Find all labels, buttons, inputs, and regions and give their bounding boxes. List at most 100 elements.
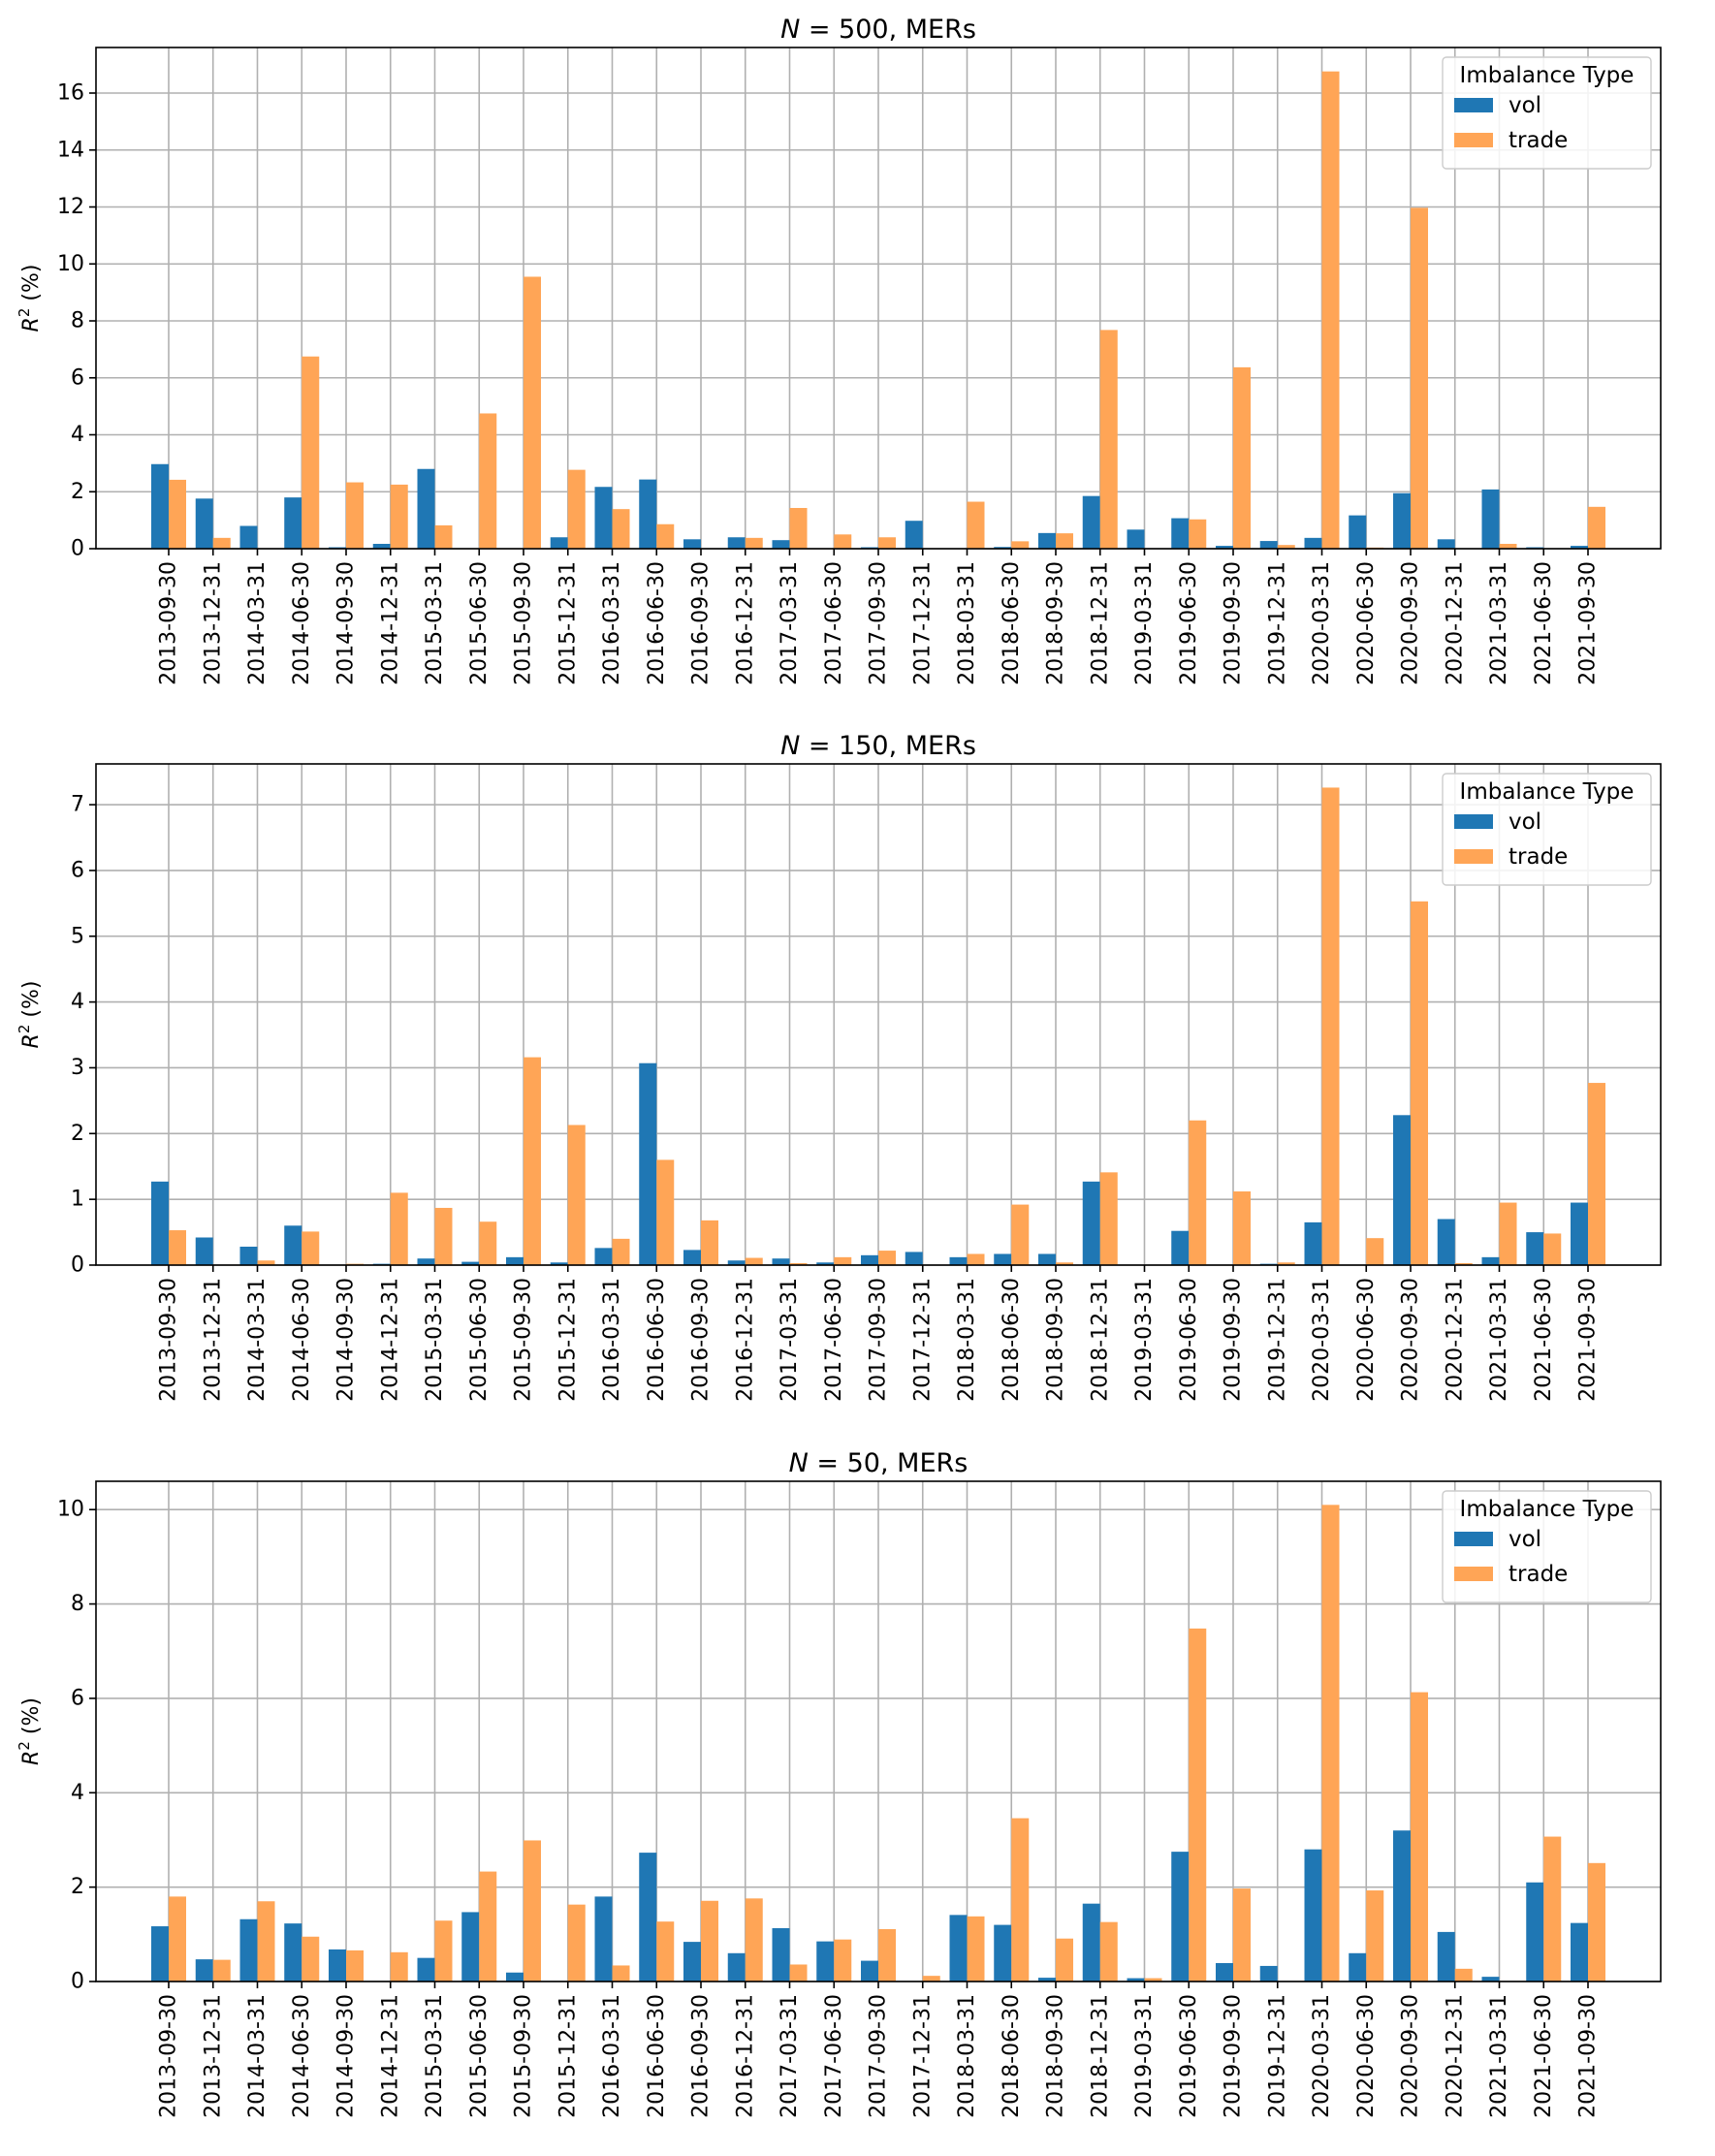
- bar-vol: [905, 1252, 923, 1265]
- bar-trade: [967, 501, 985, 549]
- legend-title: Imbalance Type: [1460, 63, 1635, 88]
- chart-title-text: = 500, MERs: [800, 15, 976, 45]
- bar-trade: [479, 1221, 497, 1265]
- x-tick-label: 2014-03-31: [245, 561, 270, 685]
- bar-trade: [1189, 1120, 1207, 1265]
- x-tick-label: 2019-09-30: [1222, 1994, 1246, 2118]
- bar-vol: [683, 539, 701, 549]
- legend: Imbalance Type vol trade: [1442, 1490, 1652, 1603]
- bar-vol: [329, 1949, 346, 1982]
- y-tick-label: 12: [57, 195, 84, 219]
- bar-trade: [1411, 901, 1428, 1265]
- x-tick-label: 2018-03-31: [955, 1278, 979, 1402]
- panel-3: 2013-09-30 2013-12-31 2014-03-31 2014-06-30…: [16, 1448, 1662, 2118]
- bar-trade: [612, 1238, 630, 1265]
- x-tick-label: 2020-09-30: [1399, 1994, 1423, 2118]
- bar-trade: [701, 1220, 718, 1265]
- y-axis-label-sup: 2: [16, 308, 33, 318]
- x-tick-label: 2014-06-30: [290, 1994, 314, 2118]
- bar-trade: [302, 1936, 320, 1982]
- bar-vol: [994, 1924, 1012, 1982]
- bar-trade: [612, 509, 630, 549]
- x-tick-label: 2015-12-31: [556, 561, 580, 685]
- x-tick-label: 2019-03-31: [1132, 1994, 1157, 2118]
- x-tick-label: 2018-09-30: [1044, 561, 1068, 685]
- bar-trade: [745, 1257, 763, 1265]
- y-axis-label-sup: 2: [16, 1025, 33, 1034]
- bar-trade: [967, 1253, 985, 1265]
- x-tick-label: 2015-06-30: [467, 1994, 492, 2118]
- bar-trade: [390, 1192, 408, 1265]
- bar-trade: [257, 1901, 275, 1982]
- bar-vol: [417, 1258, 435, 1265]
- bar-trade: [656, 1159, 675, 1265]
- x-tick-label: 2019-03-31: [1132, 561, 1157, 685]
- x-tick-label: 2016-12-31: [733, 561, 757, 685]
- bar-trade: [1056, 533, 1073, 549]
- bar-vol: [1571, 546, 1588, 549]
- bar-vol: [1082, 1181, 1100, 1265]
- bar-vol: [861, 1254, 878, 1265]
- bar-vol: [949, 1256, 968, 1265]
- bar-trade: [1366, 1890, 1384, 1982]
- x-tick-label: 2018-09-30: [1044, 1278, 1068, 1402]
- bar-vol: [550, 537, 568, 549]
- bars: [151, 787, 1605, 1265]
- bar-vol: [1259, 1965, 1278, 1982]
- bar-trade: [169, 479, 186, 549]
- y-tick-label: 4: [71, 990, 84, 1014]
- y-axis-label: R2 (%): [16, 265, 44, 333]
- x-tick-label: 2016-09-30: [689, 1994, 714, 2118]
- bar-vol: [683, 1250, 701, 1265]
- bar-vol: [994, 547, 1012, 549]
- bar-trade: [434, 524, 453, 549]
- x-tick-label: 2016-12-31: [733, 1994, 757, 2118]
- bar-vol: [1038, 1978, 1056, 1982]
- y-tick-label: 8: [71, 1592, 84, 1616]
- bar-trade: [479, 1871, 497, 1982]
- y-axis-label: R2 (%): [16, 981, 44, 1049]
- x-tick-label: 2013-12-31: [201, 561, 225, 685]
- bar-vol: [195, 1959, 213, 1982]
- x-tick-label: 2015-09-30: [512, 561, 536, 685]
- bar-vol: [239, 1918, 258, 1982]
- bar-vol: [239, 1247, 258, 1265]
- bar-trade: [1499, 1202, 1517, 1265]
- y-tick-label: 0: [71, 537, 84, 561]
- bar-trade: [302, 1231, 320, 1265]
- bar-vol: [1393, 492, 1411, 549]
- bar-trade: [1454, 1262, 1473, 1265]
- bar-trade: [1011, 1818, 1030, 1982]
- x-tick-label: 2019-12-31: [1265, 561, 1289, 685]
- bar-vol: [816, 1941, 835, 1982]
- bar-trade: [1411, 207, 1428, 549]
- x-tick-label: 2015-03-31: [423, 1994, 447, 2118]
- bar-vol: [772, 1927, 790, 1982]
- y-tick-label: 3: [71, 1056, 84, 1080]
- x-tick-label: 2015-06-30: [467, 1278, 492, 1402]
- bar-vol: [151, 463, 169, 549]
- x-tick-label: 2021-03-31: [1487, 1278, 1511, 1402]
- x-tick-label: 2018-12-31: [1088, 1278, 1112, 1402]
- bar-vol: [1481, 1256, 1500, 1265]
- bar-vol: [1216, 546, 1233, 549]
- bar-trade: [1321, 1505, 1340, 1982]
- x-tick-label: 2021-09-30: [1576, 561, 1601, 685]
- x-tick-label: 2017-06-30: [822, 561, 846, 685]
- x-tick-label: 2018-09-30: [1044, 1994, 1068, 2118]
- bar-trade: [1233, 1191, 1251, 1265]
- chart-title-text: = 50, MERs: [809, 1448, 969, 1478]
- x-tick-label: 2020-12-31: [1443, 1278, 1467, 1402]
- bar-trade: [834, 534, 852, 549]
- x-tick-label: 2017-03-31: [778, 1278, 802, 1402]
- bar-vol: [239, 525, 258, 549]
- y-axis-label-unit: (%): [19, 265, 44, 308]
- x-tick-label: 2014-09-30: [334, 561, 359, 685]
- bar-vol: [1526, 1232, 1544, 1265]
- y-tick-label: 8: [71, 309, 84, 333]
- chart-title: N = 150, MERs: [780, 731, 976, 761]
- bar-vol: [1304, 537, 1322, 549]
- bar-vol: [1216, 1963, 1233, 1982]
- bar-trade: [878, 1251, 896, 1265]
- x-tick-label: 2019-03-31: [1132, 1278, 1157, 1402]
